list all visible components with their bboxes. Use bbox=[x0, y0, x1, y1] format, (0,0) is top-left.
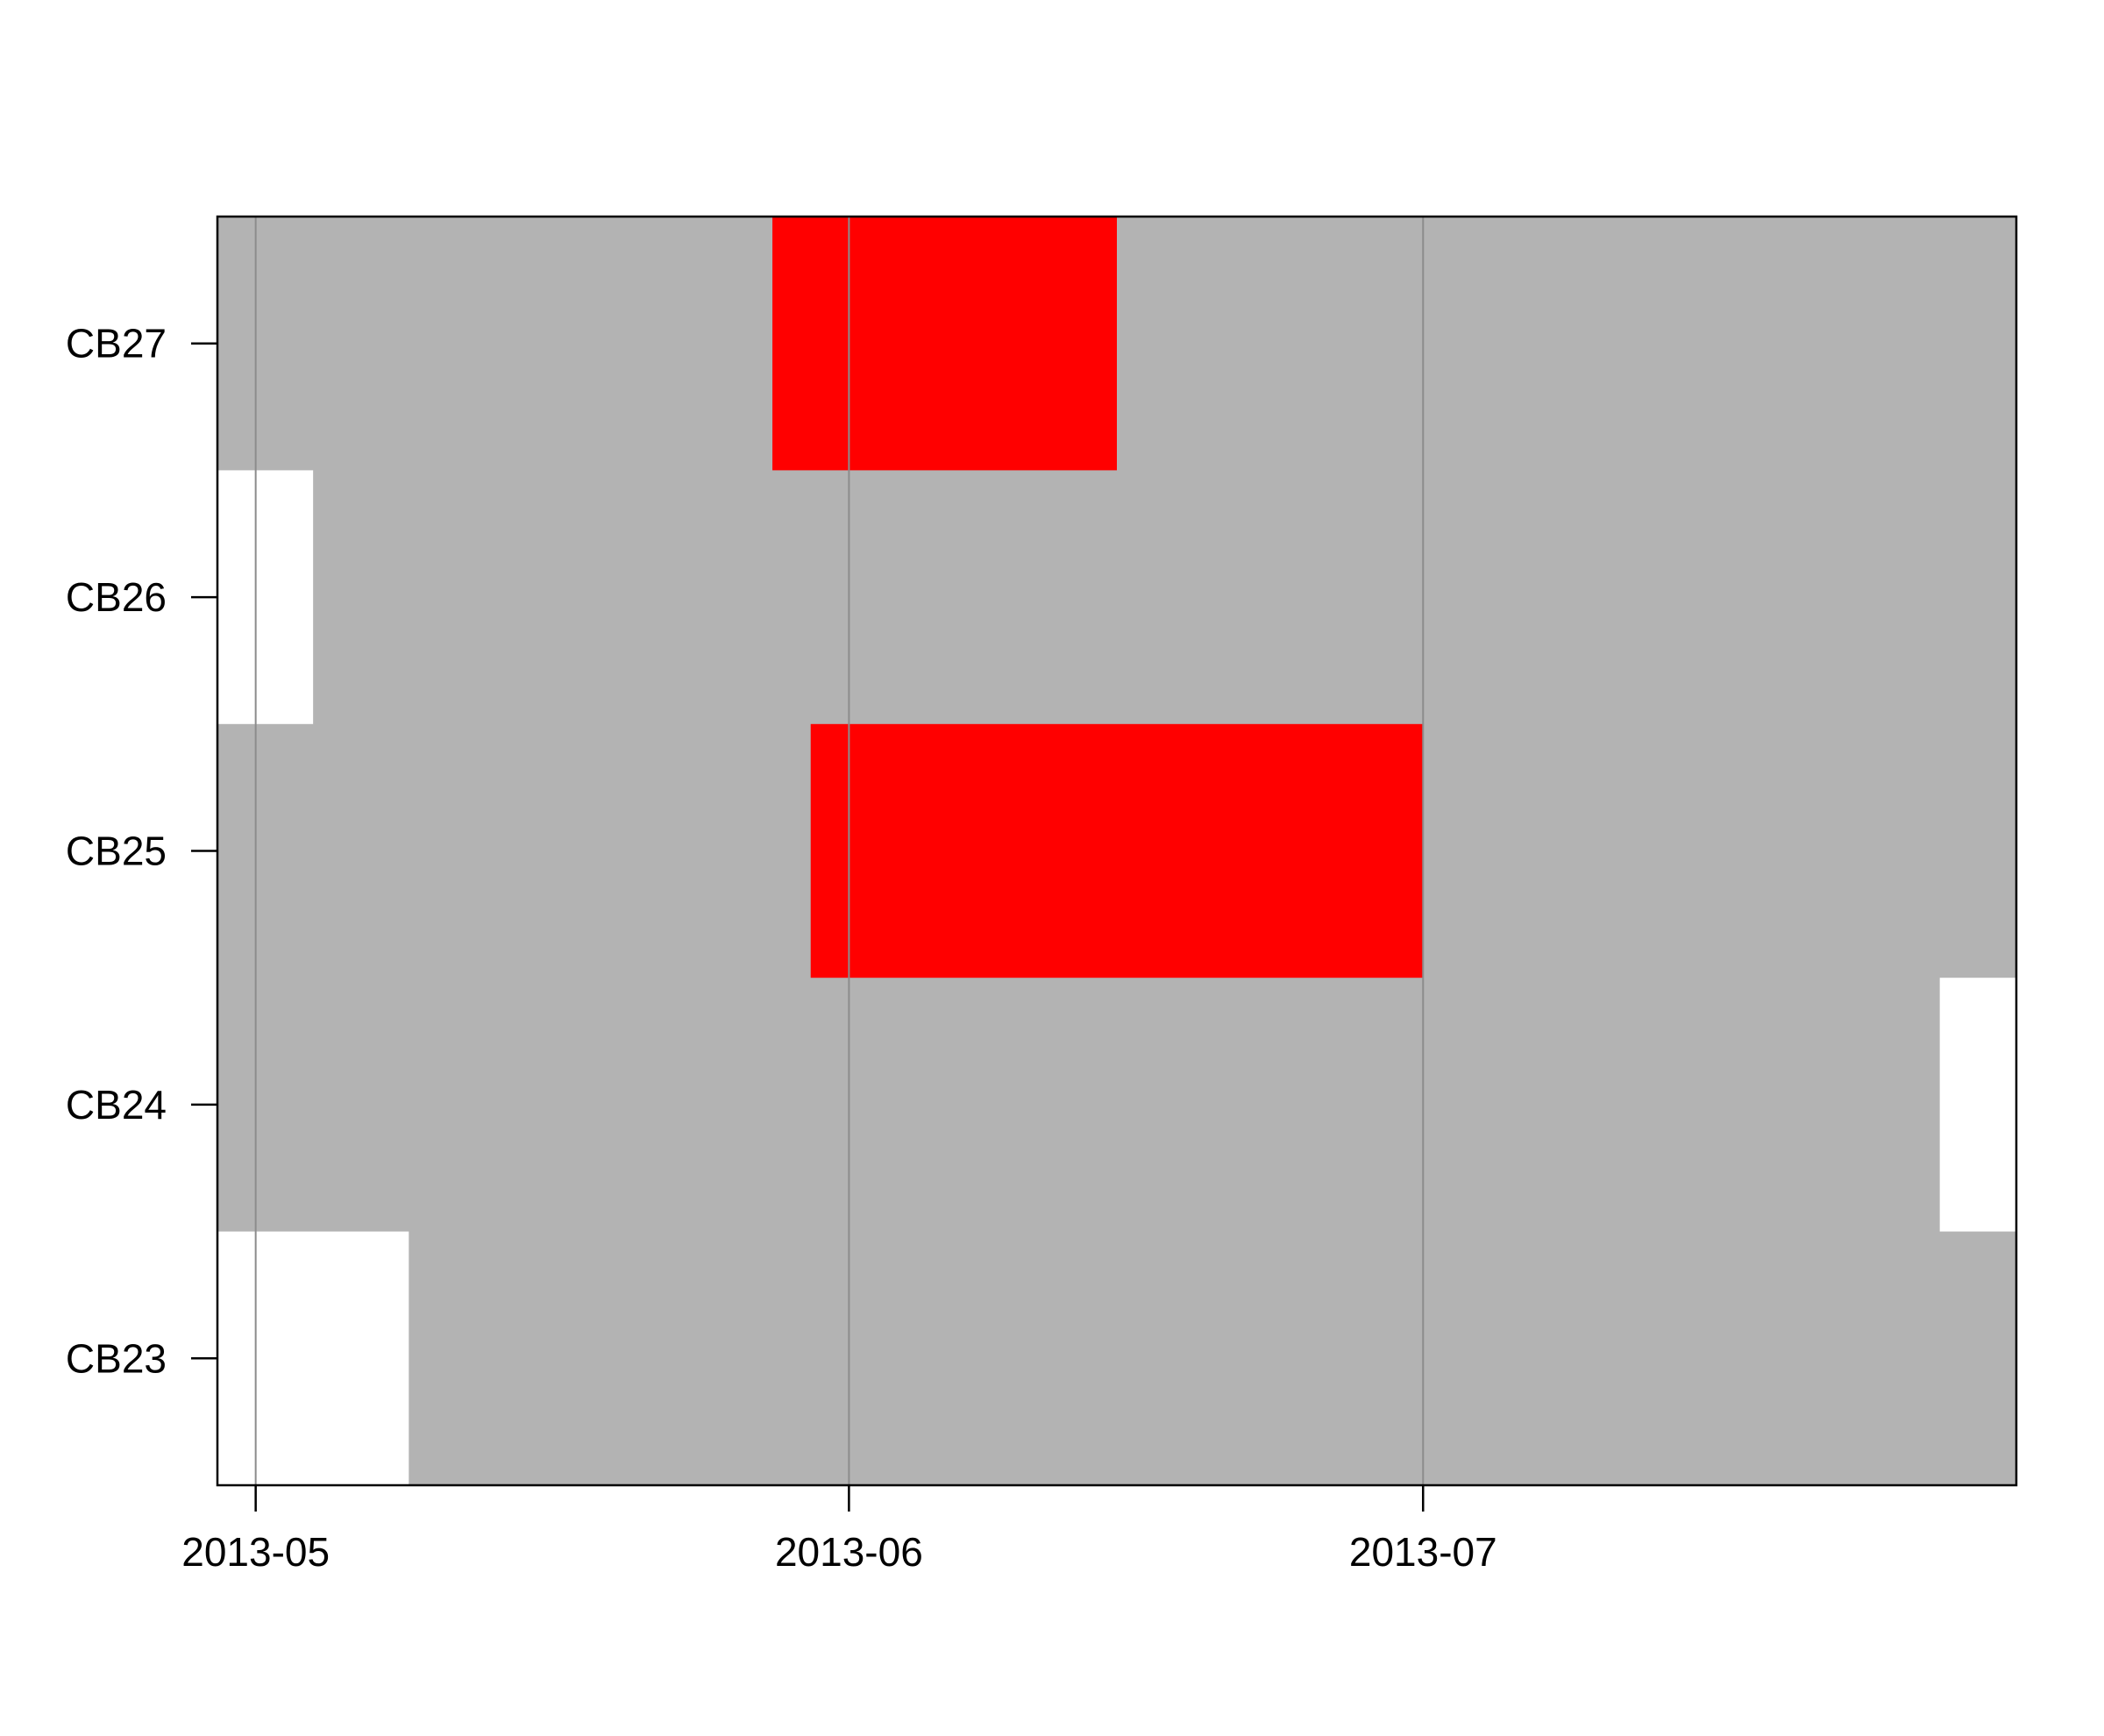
x-tick-label-2013-05: 2013-05 bbox=[181, 1529, 330, 1575]
segment-cb24-no-data bbox=[1939, 978, 2016, 1232]
y-axis: CB23 CB24 CB25 CB26 CB27 bbox=[66, 321, 217, 1381]
y-tick-label-cb26: CB26 bbox=[66, 574, 167, 620]
y-tick-label-cb23: CB23 bbox=[66, 1335, 167, 1381]
y-tick-label-cb27: CB27 bbox=[66, 321, 167, 366]
segments bbox=[217, 217, 2016, 1485]
segment-cb27-flagged bbox=[772, 217, 1117, 471]
y-tick-label-cb24: CB24 bbox=[66, 1082, 167, 1128]
segment-cb26-no-data bbox=[217, 470, 314, 724]
x-axis: 2013-05 2013-06 2013-07 bbox=[181, 1485, 1497, 1575]
x-tick-label-2013-06: 2013-06 bbox=[775, 1529, 923, 1575]
x-tick-label-2013-07: 2013-07 bbox=[1349, 1529, 1497, 1575]
segment-cb23-no-data bbox=[217, 1231, 409, 1485]
y-tick-label-cb25: CB25 bbox=[66, 829, 167, 874]
segment-cb25-flagged bbox=[810, 723, 1424, 978]
gridlines bbox=[254, 217, 1425, 1485]
